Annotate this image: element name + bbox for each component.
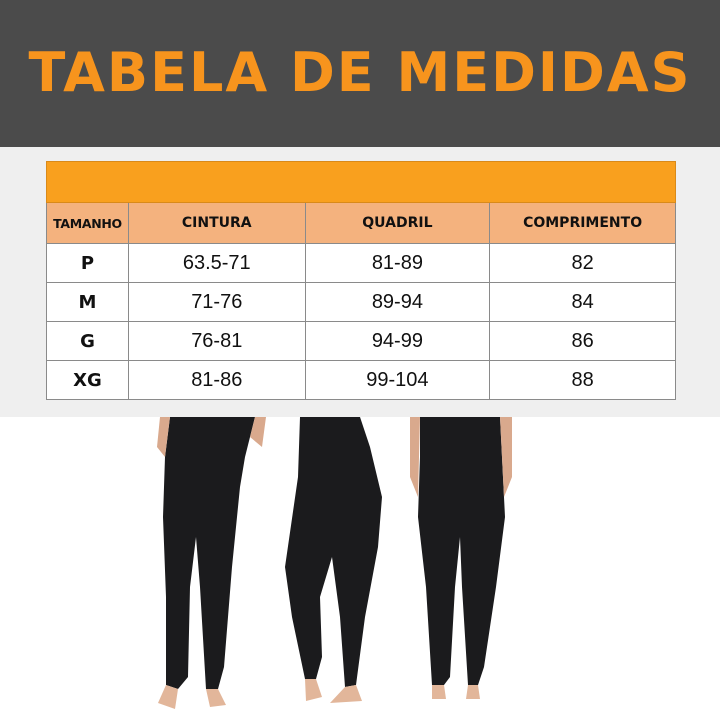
- cintura-cell: 76-81: [127, 321, 306, 361]
- quadril-cell: 99-104: [304, 360, 491, 400]
- model-front: [157, 417, 266, 709]
- cintura-cell: 71-76: [127, 282, 306, 322]
- table-header-row: TAMANHO CINTURA QUADRIL COMPRIMENTO: [46, 202, 676, 244]
- quadril-cell: 89-94: [304, 282, 491, 322]
- header-cintura: CINTURA: [127, 202, 306, 244]
- cintura-cell: 63.5-71: [127, 243, 306, 283]
- table-row: P 63.5-71 81-89 82: [46, 243, 676, 283]
- size-cell: XG: [46, 360, 129, 400]
- comprimento-cell: 86: [489, 321, 676, 361]
- model-side: [285, 417, 382, 703]
- model-back: [410, 417, 512, 699]
- size-cell: M: [46, 282, 129, 322]
- header-comprimento: COMPRIMENTO: [489, 202, 676, 244]
- size-cell: G: [46, 321, 129, 361]
- header-quadril: QUADRIL: [304, 202, 491, 244]
- table-row: G 76-81 94-99 86: [46, 321, 676, 361]
- quadril-cell: 94-99: [304, 321, 491, 361]
- product-photo-models: [157, 417, 512, 709]
- header-tamanho: TAMANHO: [46, 202, 129, 244]
- comprimento-cell: 88: [489, 360, 676, 400]
- table-top-band: [46, 161, 676, 203]
- page-title: TABELA DE MEDIDAS: [28, 41, 692, 104]
- size-cell: P: [46, 243, 129, 283]
- cintura-cell: 81-86: [127, 360, 306, 400]
- comprimento-cell: 84: [489, 282, 676, 322]
- quadril-cell: 81-89: [304, 243, 491, 283]
- table-row: XG 81-86 99-104 88: [46, 360, 676, 400]
- table-row: M 71-76 89-94 84: [46, 282, 676, 322]
- size-chart-table: TAMANHO CINTURA QUADRIL COMPRIMENTO P 63…: [46, 161, 676, 400]
- title-banner: [0, 0, 720, 147]
- comprimento-cell: 82: [489, 243, 676, 283]
